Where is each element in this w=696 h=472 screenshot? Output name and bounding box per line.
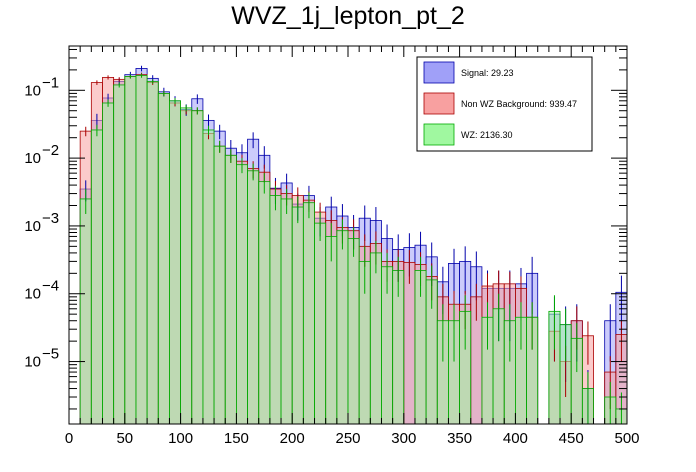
y-tick-label: 10 (24, 218, 41, 235)
bar-s2-b12 (213, 145, 226, 425)
x-tick-labels: 0 50 100 150 200 250 300 350 400 450 500 (65, 430, 640, 447)
x-tick-label: 350 (447, 430, 472, 447)
x-tick-label: 200 (280, 430, 305, 447)
bar-s2-b10 (191, 110, 204, 425)
legend-label: Signal: 29.23 (461, 68, 514, 78)
bar-s2-b24 (347, 238, 360, 425)
y-tick-label-exponent: −2 (42, 142, 59, 159)
legend-swatch (423, 92, 455, 115)
bar-s2-b3 (113, 84, 126, 425)
bar-s1-b29 (403, 261, 416, 425)
x-tick-label: 150 (224, 430, 249, 447)
bar-s2-b21 (314, 222, 327, 425)
bar-s2-b0 (79, 198, 92, 425)
y-tick-label: 10 (24, 286, 41, 303)
bar-s2-b16 (258, 181, 271, 425)
bar-s2-b14 (235, 164, 248, 425)
bar-s2-b1 (90, 129, 103, 425)
x-tick-label: 450 (559, 430, 584, 447)
x-tick-label: 400 (503, 430, 528, 447)
bar-s2-b23 (336, 230, 349, 425)
legend: Signal: 29.23 Non WZ Background: 939.47 WZ… (416, 56, 593, 152)
bar-s2-b6 (146, 81, 159, 425)
bar-s2-b2 (102, 102, 115, 425)
x-tick-label: 100 (168, 430, 193, 447)
y-tick-label-exponent: −5 (42, 346, 59, 363)
x-tick-label: 250 (335, 430, 360, 447)
bar-s2-b11 (202, 129, 215, 425)
y-tick-label-exponent: −1 (42, 74, 59, 91)
bar-s2-b20 (302, 202, 315, 425)
bar-s2-b22 (325, 236, 338, 425)
y-tick-label: 10 (24, 354, 41, 371)
bar-s2-b9 (180, 107, 193, 425)
y-tick-label-exponent: −3 (42, 210, 59, 227)
chart-title: WVZ_1j_lepton_pt_2 (231, 2, 465, 30)
bar-s2-b8 (169, 100, 182, 425)
y-tick-labels: 10−510−410−310−210−1 (24, 74, 59, 370)
bar-s2-b4 (124, 76, 137, 425)
bar-s2-b7 (157, 93, 170, 425)
y-tick-label: 10 (24, 150, 41, 167)
bar-s2-b17 (269, 195, 282, 425)
legend-label: WZ: 2136.30 (461, 130, 513, 140)
bar-s2-b19 (291, 206, 304, 425)
x-tick-label: 0 (65, 430, 73, 447)
error-bars (85, 65, 622, 424)
bar-s2-b18 (280, 198, 293, 425)
legend-swatch (423, 61, 455, 84)
y-tick-label-exponent: −4 (42, 278, 59, 295)
bar-s2-b5 (135, 75, 148, 425)
x-tick-label: 500 (614, 430, 639, 447)
legend-swatch (423, 123, 455, 146)
axis-ticks (68, 46, 628, 424)
x-tick-label: 300 (391, 430, 416, 447)
bar-s2-b13 (224, 154, 237, 425)
x-tick-label: 50 (116, 430, 133, 447)
bar-s2-b26 (369, 252, 382, 425)
legend-label: Non WZ Background: 939.47 (461, 99, 577, 109)
bar-s2-b15 (247, 170, 260, 425)
y-tick-label: 10 (24, 82, 41, 99)
